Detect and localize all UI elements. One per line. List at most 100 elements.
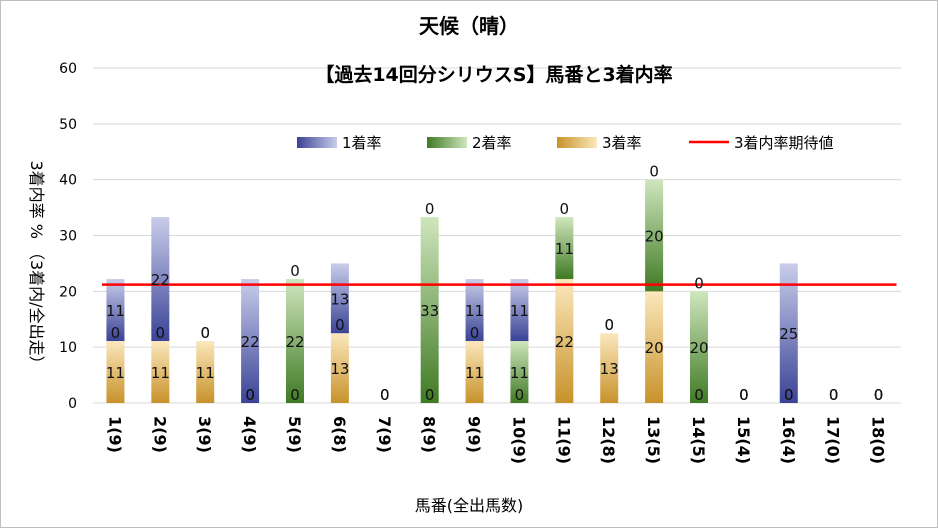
y-tick-label: 20	[59, 284, 77, 300]
data-label: 0	[200, 324, 210, 342]
bar-segment	[779, 263, 798, 403]
x-tick-label: 15(4)	[734, 416, 753, 464]
data-label: 11	[106, 302, 125, 320]
bar-segment	[420, 217, 439, 403]
x-tick-label: 8(9)	[420, 416, 439, 453]
bar-segment	[330, 333, 349, 403]
legend-swatch-1st	[297, 137, 337, 148]
data-label: 0	[604, 316, 614, 334]
data-label: 0	[739, 386, 749, 404]
bar-segment	[555, 217, 574, 280]
data-label: 20	[645, 228, 664, 246]
data-label: 0	[784, 386, 794, 404]
x-tick-label: 3(9)	[195, 416, 214, 453]
y-tick-label: 40	[59, 173, 77, 189]
bar-segment	[510, 279, 529, 342]
x-tick-label: 10(9)	[509, 416, 528, 464]
data-label: 0	[649, 163, 659, 181]
x-tick-label: 9(9)	[465, 416, 484, 453]
legend: 1着率 2着率 3着率 3着内率期待値	[297, 134, 834, 152]
y-tick-label: 60	[59, 61, 77, 77]
y-tick-label: 30	[59, 229, 77, 245]
x-tick-label: 16(4)	[779, 416, 798, 464]
data-label: 0	[739, 386, 749, 404]
data-label: 0	[380, 386, 390, 404]
data-label: 22	[241, 333, 260, 351]
bar-segment	[196, 341, 215, 403]
data-label: 0	[470, 324, 480, 342]
legend-label-expected: 3着内率期待値	[734, 134, 834, 152]
data-label: 13	[600, 360, 619, 378]
x-tick-label: 4(9)	[240, 416, 259, 453]
data-label: 0	[739, 386, 749, 404]
data-label: 11	[196, 364, 215, 382]
bar-segment	[600, 333, 619, 403]
data-label: 0	[425, 386, 435, 404]
data-label: 0	[380, 386, 390, 404]
bar-segment	[555, 279, 574, 403]
data-label: 0	[604, 316, 614, 334]
x-tick-label: 11(9)	[554, 416, 573, 464]
x-tick-label: 13(5)	[644, 416, 663, 464]
data-label: 0	[200, 324, 210, 342]
data-label: 0	[380, 386, 390, 404]
legend-label-3rd: 3着率	[602, 134, 642, 152]
data-labels: 11 0 11 11 0 22 11 0 0 0 0 22 0 22 0 13 0 13 0 0 0 0 33 0 11 0 11 0…	[106, 163, 883, 404]
legend-label-2nd: 2着率	[472, 134, 512, 152]
data-label: 0	[425, 200, 435, 218]
chart-subtitle: 【過去14回分シリウスS】馬番と3着内率	[315, 63, 672, 86]
data-label: 11	[465, 302, 484, 320]
bar-segment	[106, 279, 125, 342]
legend-swatch-2nd	[427, 137, 467, 148]
x-tick-label: 7(9)	[375, 416, 394, 453]
x-tick-label: 17(0)	[824, 416, 843, 464]
data-label: 11	[465, 364, 484, 382]
bar-segment	[241, 279, 260, 403]
x-tick-label: 5(9)	[285, 416, 304, 453]
bars	[106, 179, 798, 403]
bar-segment	[151, 217, 170, 342]
y-tick-label: 10	[59, 340, 77, 356]
data-label: 13	[330, 290, 349, 308]
bar-segment	[465, 341, 484, 403]
data-label: 13	[330, 360, 349, 378]
data-label: 0	[829, 386, 839, 404]
data-label: 25	[779, 325, 798, 343]
data-label: 22	[555, 333, 574, 351]
data-label: 20	[645, 339, 664, 357]
bar-segment	[330, 263, 349, 334]
bar-segment	[106, 341, 125, 403]
data-label: 11	[151, 364, 170, 382]
x-tick-label: 12(8)	[599, 416, 618, 464]
data-label: 0	[829, 386, 839, 404]
data-label: 0	[694, 274, 704, 292]
y-tick-label: 0	[68, 396, 77, 412]
data-label: 0	[874, 386, 884, 404]
data-label: 20	[689, 339, 708, 357]
data-label: 0	[245, 386, 255, 404]
chart-title: 天候（晴）	[419, 14, 519, 38]
bar-segment	[151, 341, 170, 403]
data-label: 0	[515, 386, 525, 404]
data-label: 33	[420, 302, 439, 320]
data-label: 11	[510, 302, 529, 320]
bar-segment	[510, 341, 529, 403]
gridlines	[93, 67, 901, 404]
bar-segment	[645, 291, 664, 403]
legend-swatch-3rd	[557, 137, 597, 148]
data-label: 0	[290, 386, 300, 404]
data-label: 11	[510, 364, 529, 382]
x-axis-label: 馬番(全出馬数)	[415, 496, 524, 515]
bar-segment	[286, 279, 304, 403]
legend-label-1st: 1着率	[342, 134, 382, 152]
data-label: 22	[285, 333, 304, 351]
data-label: 0	[560, 200, 570, 218]
y-axis-label: 3着内率 % （3着内/全出走）	[27, 160, 46, 371]
data-label: 0	[111, 324, 121, 342]
data-label: 0	[335, 316, 345, 334]
bar-segment	[465, 279, 484, 342]
bar-segment	[645, 179, 664, 292]
data-label: 11	[106, 364, 125, 382]
